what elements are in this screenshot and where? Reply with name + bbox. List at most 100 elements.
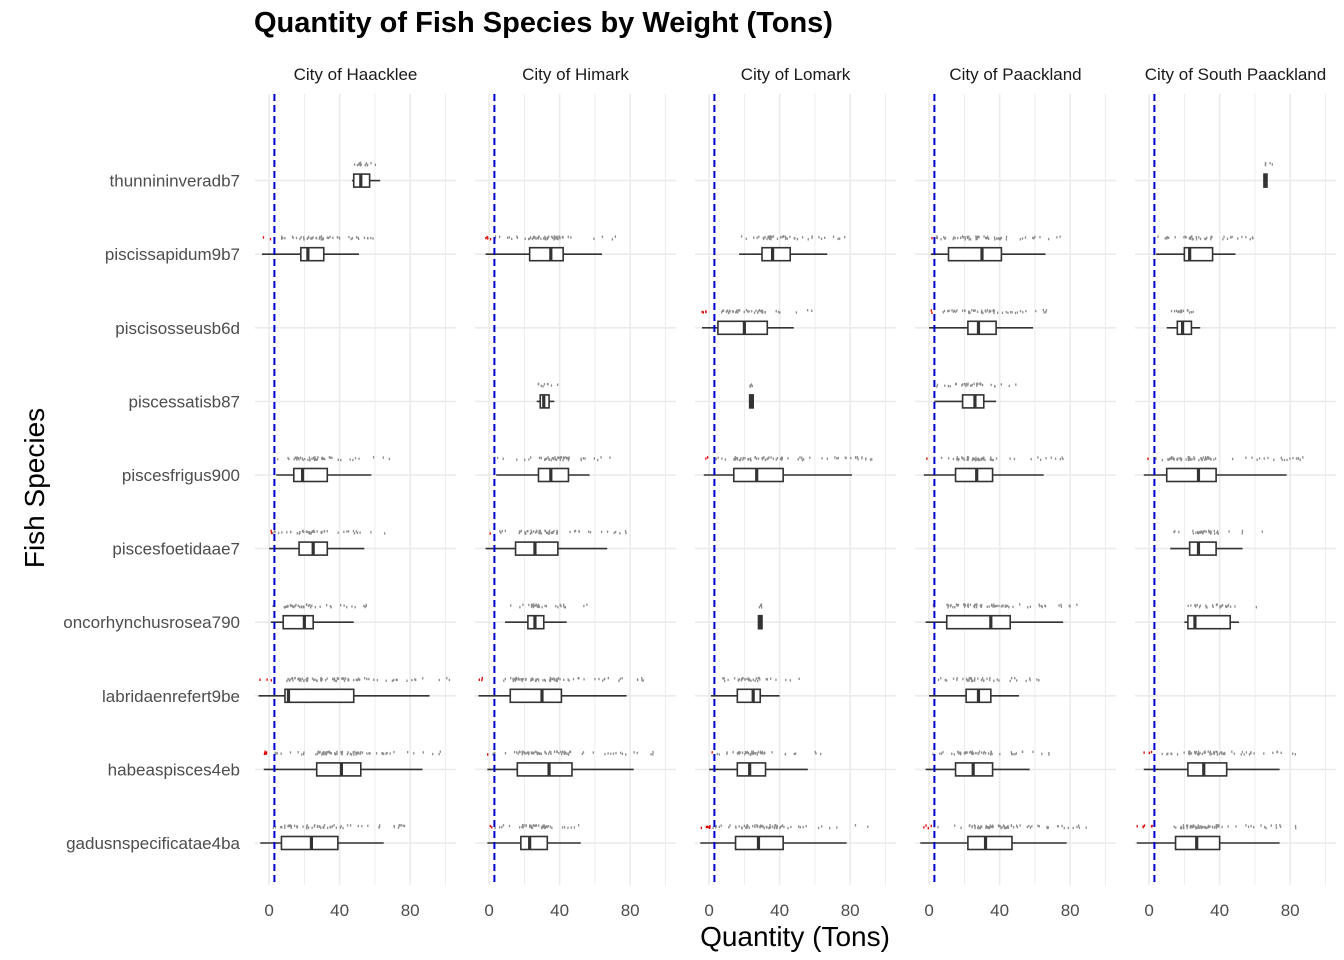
iqr-box bbox=[1176, 320, 1193, 336]
observation-point bbox=[265, 751, 268, 754]
observation-point bbox=[292, 236, 294, 240]
observation-point bbox=[1281, 458, 1283, 461]
observation-point bbox=[314, 824, 316, 827]
observation-point bbox=[550, 531, 552, 534]
x-axis-title: Quantity (Tons) bbox=[700, 921, 890, 952]
observation-point bbox=[299, 456, 302, 459]
observation-point bbox=[775, 678, 777, 682]
observation-point bbox=[1197, 750, 1200, 753]
observation-point bbox=[559, 236, 561, 240]
observation-point bbox=[389, 752, 391, 755]
observation-point bbox=[561, 826, 564, 829]
observation-point bbox=[1231, 235, 1233, 239]
observation-point bbox=[287, 824, 289, 828]
observation-point bbox=[980, 605, 983, 608]
observation-point bbox=[368, 752, 370, 755]
observation-point bbox=[936, 235, 938, 238]
observation-point bbox=[522, 824, 524, 827]
observation-point bbox=[967, 605, 969, 608]
observation-point bbox=[350, 753, 353, 756]
iqr-box bbox=[528, 246, 564, 262]
observation-point bbox=[964, 238, 966, 241]
observation-point bbox=[1174, 236, 1176, 239]
observation-point bbox=[747, 751, 750, 755]
observation-point bbox=[942, 311, 944, 314]
observation-point bbox=[973, 382, 975, 385]
observation-point bbox=[1299, 458, 1301, 461]
observation-point bbox=[607, 752, 609, 755]
observation-point bbox=[1188, 752, 1190, 755]
observation-point bbox=[363, 604, 365, 608]
iqr-box bbox=[1165, 467, 1217, 483]
observation-point bbox=[1197, 532, 1200, 535]
observation-point bbox=[981, 309, 983, 312]
observation-point bbox=[999, 752, 1001, 756]
observation-point bbox=[702, 311, 704, 314]
observation-point bbox=[776, 456, 779, 460]
observation-point bbox=[302, 752, 305, 756]
observation-point bbox=[1297, 457, 1300, 460]
observation-point bbox=[489, 824, 491, 828]
observation-point bbox=[1203, 751, 1205, 754]
observation-point bbox=[930, 824, 932, 828]
observation-point bbox=[326, 530, 329, 533]
observation-point bbox=[282, 236, 284, 240]
observation-point bbox=[329, 456, 332, 459]
observation-point bbox=[560, 750, 562, 754]
observation-point bbox=[762, 752, 764, 755]
observation-point bbox=[551, 235, 553, 238]
observation-point bbox=[946, 603, 948, 606]
observation-point bbox=[559, 458, 561, 462]
observation-point bbox=[615, 751, 617, 755]
observation-point bbox=[986, 309, 989, 312]
observation-point bbox=[1069, 605, 1071, 608]
observation-point bbox=[503, 679, 505, 682]
observation-point bbox=[1184, 235, 1186, 239]
observation-point bbox=[1295, 457, 1298, 460]
observation-point bbox=[820, 752, 822, 756]
observation-point bbox=[578, 677, 580, 680]
observation-point bbox=[612, 752, 615, 755]
observation-point bbox=[1016, 826, 1019, 829]
observation-point bbox=[346, 530, 348, 533]
observation-point bbox=[299, 677, 302, 681]
observation-point bbox=[1183, 751, 1185, 754]
observation-point bbox=[533, 752, 535, 755]
observation-point bbox=[1072, 826, 1074, 830]
observation-point bbox=[306, 679, 309, 682]
observation-point bbox=[334, 752, 336, 756]
observation-point bbox=[754, 456, 756, 459]
observation-point bbox=[975, 456, 977, 460]
observation-point bbox=[1265, 826, 1267, 830]
observation-point bbox=[806, 309, 809, 312]
x-tick-label: 0 bbox=[704, 901, 713, 920]
observation-point bbox=[1261, 530, 1264, 533]
observation-point bbox=[968, 751, 971, 754]
boxplot-piscisosseusb6d bbox=[929, 308, 1048, 336]
observation-point bbox=[280, 752, 282, 755]
observation-point bbox=[501, 826, 503, 829]
observation-point bbox=[1187, 456, 1189, 459]
observation-point bbox=[1013, 826, 1015, 829]
observation-point bbox=[1014, 753, 1016, 756]
observation-point bbox=[516, 458, 518, 461]
observation-point bbox=[721, 309, 724, 312]
observation-point bbox=[550, 384, 553, 387]
observation-point bbox=[1208, 529, 1210, 533]
observation-point bbox=[1205, 530, 1207, 534]
boxplot-piscissapidum9b7 bbox=[485, 235, 617, 262]
x-tick-label: 40 bbox=[550, 901, 569, 920]
observation-point bbox=[555, 679, 557, 682]
observation-point bbox=[366, 677, 368, 681]
observation-point bbox=[954, 236, 956, 240]
observation-point bbox=[754, 825, 756, 829]
observation-point bbox=[522, 603, 524, 606]
observation-point bbox=[320, 678, 322, 682]
observation-point bbox=[298, 679, 301, 682]
observation-point bbox=[554, 458, 557, 461]
observation-point bbox=[750, 679, 752, 682]
observation-point bbox=[970, 677, 972, 680]
observation-point bbox=[1256, 458, 1258, 461]
observation-point bbox=[329, 825, 331, 829]
observation-point bbox=[985, 826, 987, 829]
